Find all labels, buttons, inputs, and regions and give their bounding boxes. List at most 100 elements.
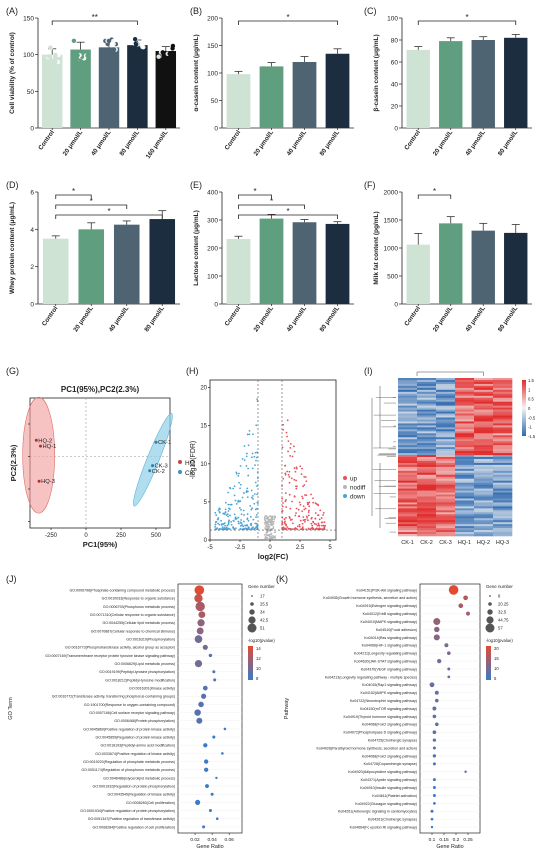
y-tick-label: 60 xyxy=(391,60,399,67)
heatmap-cell xyxy=(398,451,418,454)
pca-point-label: CK-3 xyxy=(155,464,168,470)
heatmap-cell xyxy=(455,413,475,416)
bar xyxy=(406,49,430,128)
enrichment-dot xyxy=(203,743,208,748)
volcano-point-down xyxy=(234,499,237,502)
volcano-point-up xyxy=(297,508,300,511)
category-label: 40 μmol/L xyxy=(286,305,309,333)
volcano-point-down xyxy=(239,487,241,490)
term-label: GO:0006468(Protein phosphorylation) xyxy=(114,719,175,723)
heatmap-cell xyxy=(455,514,475,517)
heatmap-cell xyxy=(474,468,494,472)
volcano-point-nodiff xyxy=(264,535,267,538)
volcano-point-up xyxy=(311,526,314,529)
term-label: Ko04928(Parathyroid hormone synthesis, s… xyxy=(317,746,417,750)
legend-label-hq: HQ xyxy=(185,460,195,467)
volcano-point-up xyxy=(307,514,310,517)
heatmap-cell xyxy=(436,534,456,537)
volcano-point-down xyxy=(249,516,252,518)
volcano-point-up xyxy=(306,516,309,519)
heatmap-cell xyxy=(493,379,513,383)
volcano-point-nodiff xyxy=(266,525,269,528)
volcano-point-up xyxy=(295,487,298,490)
volcano-point-up xyxy=(307,511,310,514)
heatmap-cell xyxy=(493,508,513,511)
heatmap-cell xyxy=(436,395,456,399)
heatmap-cell xyxy=(493,403,513,406)
volcano-point-down xyxy=(226,524,229,527)
term-label: GO:0019220(Regulation of phosphate metab… xyxy=(83,760,175,764)
heatmap-cell xyxy=(474,532,494,535)
volcano-point-up xyxy=(284,492,287,494)
volcano-point-nodiff xyxy=(269,530,272,532)
volcano-point-down xyxy=(234,527,237,530)
volcano-point-down xyxy=(252,528,255,531)
term-label: Ko04066(HIF-1 signaling pathway) xyxy=(362,644,417,648)
heatmap-cell xyxy=(493,387,513,391)
y-tick-label: 200 xyxy=(207,246,218,253)
enrichment-dot xyxy=(447,667,451,671)
heatmap-cell xyxy=(417,441,437,444)
heatmap-cell xyxy=(417,387,437,391)
heatmap-cell xyxy=(455,449,475,452)
heatmap-cell xyxy=(474,435,494,438)
heatmap-cell xyxy=(417,470,437,474)
heatmap-cell xyxy=(493,532,513,535)
heatmap-cell xyxy=(436,492,456,495)
size-legend-title: Gene number xyxy=(486,584,513,589)
volcano-point-up xyxy=(293,478,296,481)
volcano-point-down xyxy=(233,528,236,531)
heatmap-cell xyxy=(417,504,437,507)
term-label: GO:0008283(Cell proliferation) xyxy=(126,801,175,805)
heatmap-cell xyxy=(436,526,456,529)
heatmap-cell xyxy=(455,439,475,442)
heatmap-cell xyxy=(417,528,437,531)
column-label: CK-2 xyxy=(420,540,433,546)
volcano-point-down xyxy=(239,500,242,503)
heatmap-cell xyxy=(436,532,456,535)
enrichment-dotplot-J: GO:0006796(Phosphate-containing compound… xyxy=(8,583,275,850)
heatmap-cell xyxy=(417,381,437,385)
heatmap-cell xyxy=(455,457,475,460)
heatmap-cell xyxy=(417,421,437,424)
heatmap-cell xyxy=(417,427,437,430)
y-axis-label: Whey protein content (μg/mL) xyxy=(9,202,16,294)
panel-label: (H) xyxy=(186,366,199,376)
enrichment-dot xyxy=(437,658,442,664)
volcano-point-nodiff xyxy=(269,515,271,517)
heatmap-cell xyxy=(417,407,437,410)
heatmap-cell xyxy=(436,468,456,472)
volcano-point-up xyxy=(323,521,326,523)
volcano-point-down xyxy=(255,424,258,427)
heatmap-cell xyxy=(474,445,494,448)
enrichment-dot xyxy=(201,693,207,699)
heatmap-cell xyxy=(455,425,475,428)
volcano-point-nodiff xyxy=(270,532,273,535)
heatmap-cell xyxy=(436,522,456,525)
heatmap-cell xyxy=(455,397,475,401)
pca-point-label: HQ-2 xyxy=(38,438,52,444)
heatmap-cell xyxy=(436,387,456,391)
heatmap-cell xyxy=(474,385,494,389)
heatmap-cell xyxy=(436,474,456,478)
heatmap-cell xyxy=(417,385,437,389)
heatmap-cell xyxy=(455,492,475,495)
heatmap-cell xyxy=(474,478,494,481)
color-scale-tick: 0.5 xyxy=(528,397,534,402)
heatmap-cell xyxy=(493,460,513,464)
volcano-point-down xyxy=(214,526,217,528)
heatmap-cell xyxy=(493,451,513,454)
heatmap-cell xyxy=(398,488,418,491)
volcano-point-down xyxy=(244,524,247,527)
volcano-point-up xyxy=(282,502,284,504)
volcano-point-nodiff xyxy=(267,522,270,524)
category-label: 80 μmol/L xyxy=(143,305,166,333)
x-tick-label: 0.15 xyxy=(439,837,449,843)
heatmap-cell xyxy=(398,466,418,470)
volcano-point-down xyxy=(241,528,244,531)
heatmap-cell xyxy=(398,522,418,525)
bar xyxy=(259,218,284,304)
volcano-point-up xyxy=(301,497,304,500)
term-label: GO:0006629(Lipid metabolic process) xyxy=(114,662,175,666)
volcano-point-down xyxy=(215,528,218,531)
